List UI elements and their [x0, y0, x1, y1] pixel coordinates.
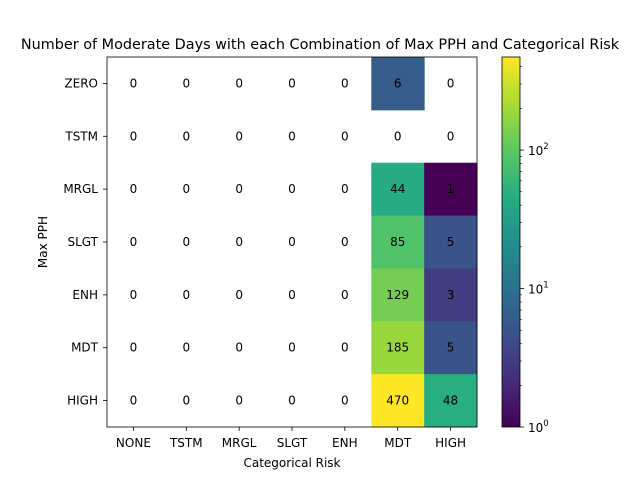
y-tick-label: HIGH [67, 394, 98, 408]
heatmap-cell [424, 162, 478, 217]
heatmap-cell [424, 321, 478, 375]
cell-value-label: 0 [341, 341, 349, 355]
cell-value-label: 0 [182, 341, 190, 355]
y-tick-label: SLGT [67, 235, 98, 249]
cell-value-label: 0 [341, 235, 349, 249]
heatmap-cells: 0 0 0 0 0 6 0 0 0 0 0 0 0 0 0 0 0 0 0 44 1 0 0 0 0 0 85 5 0 0 0 0 0 129 3 0… [130, 57, 478, 428]
cell-value-label: 0 [182, 76, 190, 90]
cell-value-label: 0 [341, 129, 349, 143]
x-tick-label: ENH [332, 436, 358, 450]
cell-value-label: 0 [288, 235, 296, 249]
cell-value-label: 0 [288, 182, 296, 196]
x-axis-label: Categorical Risk [243, 456, 340, 470]
heatmap-cell [371, 374, 425, 428]
cell-value-label: 0 [447, 76, 455, 90]
cell-value-label: 185 [386, 341, 409, 355]
heatmap-cell [371, 321, 425, 375]
cell-value-label: 0 [288, 288, 296, 302]
x-tick-label: MRGL [222, 436, 257, 450]
cell-value-label: 0 [288, 394, 296, 408]
cell-value-label: 0 [182, 129, 190, 143]
cell-value-label: 6 [394, 76, 402, 90]
y-tick-label: ENH [72, 288, 98, 302]
heatmap-cell [371, 215, 425, 269]
cell-value-label: 0 [130, 235, 138, 249]
x-axis-ticks: NONE TSTM MRGL SLGT ENH MDT HIGH [116, 427, 466, 450]
cell-value-label: 0 [341, 394, 349, 408]
cell-value-label: 0 [288, 341, 296, 355]
colorbar-ticks: 100 101 102 [520, 66, 549, 435]
cell-value-label: 0 [394, 129, 402, 143]
cell-value-label: 0 [130, 288, 138, 302]
cell-value-label: 0 [235, 394, 243, 408]
cell-value-label: 0 [341, 76, 349, 90]
heatmap-cell [371, 162, 425, 217]
cell-value-label: 470 [386, 394, 409, 408]
x-tick-label: HIGH [435, 436, 466, 450]
cell-value-label: 85 [390, 235, 405, 249]
cell-value-label: 44 [390, 182, 405, 196]
colorbar-tick-label: 101 [528, 281, 549, 297]
cell-value-label: 0 [341, 182, 349, 196]
cell-value-label: 0 [130, 129, 138, 143]
cell-value-label: 0 [235, 76, 243, 90]
cell-value-label: 0 [235, 129, 243, 143]
cell-value-label: 5 [447, 235, 455, 249]
cell-value-label: 0 [182, 235, 190, 249]
y-tick-label: MRGL [63, 182, 98, 196]
cell-value-label: 0 [130, 341, 138, 355]
cell-value-label: 0 [130, 394, 138, 408]
heatmap-cell [424, 215, 478, 269]
heatmap-cell [371, 57, 425, 111]
y-tick-label: MDT [71, 341, 99, 355]
cell-value-label: 0 [130, 182, 138, 196]
cell-value-label: 0 [130, 76, 138, 90]
cell-value-label: 0 [182, 288, 190, 302]
cell-value-label: 129 [386, 288, 409, 302]
cell-value-label: 1 [447, 182, 455, 196]
colorbar-tick-label: 102 [528, 142, 549, 158]
colorbar [501, 56, 521, 428]
cell-value-label: 0 [341, 288, 349, 302]
y-tick-label: TSTM [64, 129, 98, 143]
heatmap-cell [371, 268, 425, 322]
heatmap-cell [424, 374, 478, 428]
cell-value-label: 0 [182, 182, 190, 196]
chart-title: Number of Moderate Days with each Combin… [21, 37, 620, 53]
x-tick-label: NONE [116, 436, 151, 450]
cell-value-label: 0 [235, 288, 243, 302]
cell-value-label: 0 [182, 394, 190, 408]
cell-value-label: 0 [235, 341, 243, 355]
x-tick-label: TSTM [169, 436, 203, 450]
cell-value-label: 3 [447, 288, 455, 302]
cell-value-label: 0 [288, 129, 296, 143]
x-tick-label: SLGT [277, 436, 308, 450]
cell-value-label: 0 [447, 129, 455, 143]
cell-value-label: 0 [235, 182, 243, 196]
cell-value-label: 0 [288, 76, 296, 90]
x-tick-label: MDT [384, 436, 412, 450]
y-axis-ticks: ZERO TSTM MRGL SLGT ENH MDT HIGH [63, 76, 107, 408]
heatmap-cell [424, 268, 478, 322]
cell-value-label: 5 [447, 341, 455, 355]
y-tick-label: ZERO [64, 76, 98, 90]
colorbar-tick-label: 100 [528, 419, 549, 435]
cell-value-label: 0 [235, 235, 243, 249]
y-axis-label: Max PPH [36, 216, 50, 268]
cell-value-label: 48 [443, 394, 458, 408]
